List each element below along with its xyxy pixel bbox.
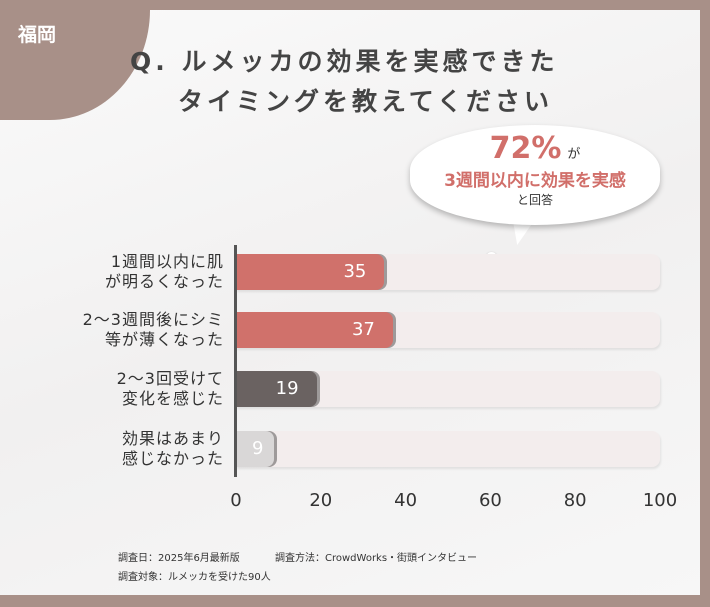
bar: [236, 371, 317, 407]
callout-line2: 3週間以内に効果を実感: [444, 171, 626, 191]
bar-value-label: 19: [275, 378, 299, 399]
category-label: 2～3週間後にシミ 等が薄くなった: [82, 310, 224, 349]
category-label: 効果はあまり 感じなかった: [121, 429, 224, 468]
x-tick-label: 80: [563, 490, 587, 511]
bar-value-label: 37: [351, 319, 375, 340]
category-label: 1週間以内に肌 が明るくなった: [104, 252, 224, 291]
y-axis-line: [234, 245, 237, 477]
callout-percent: 72%: [489, 131, 562, 166]
footnote-target: 調査対象：ルメッカを受けた90人: [118, 572, 271, 583]
title-line-1: Q. ルメッカの効果を実感できた: [130, 47, 559, 76]
bar: [236, 312, 393, 348]
region-label: 福岡: [18, 24, 57, 46]
page-title: Q. ルメッカの効果を実感できた タイミングを教えてください: [130, 42, 558, 122]
card: [0, 10, 700, 595]
bar: [236, 431, 275, 467]
x-tick-label: 20: [309, 490, 333, 511]
footnote-method: 調査方法：CrowdWorks・街頭インタビュー: [275, 553, 478, 564]
bar: [236, 254, 385, 290]
title-line-2: タイミングを教えてください: [178, 87, 554, 116]
bar-value-label: 35: [343, 261, 367, 282]
bar-track: [236, 431, 660, 467]
x-tick-label: 60: [478, 490, 502, 511]
x-tick-label: 0: [230, 490, 242, 511]
category-label: 2～3回受けて 変化を感じた: [116, 369, 224, 408]
x-tick-label: 100: [642, 490, 678, 511]
callout-ga: が: [567, 147, 581, 162]
footnote-date: 調査日：2025年6月最新版: [118, 553, 240, 564]
x-tick-label: 40: [394, 490, 418, 511]
callout-bubble: 72% が 3週間以内に効果を実感 と回答: [410, 125, 660, 225]
callout-line3: と回答: [516, 193, 553, 207]
bar-value-label: 9: [252, 438, 264, 459]
